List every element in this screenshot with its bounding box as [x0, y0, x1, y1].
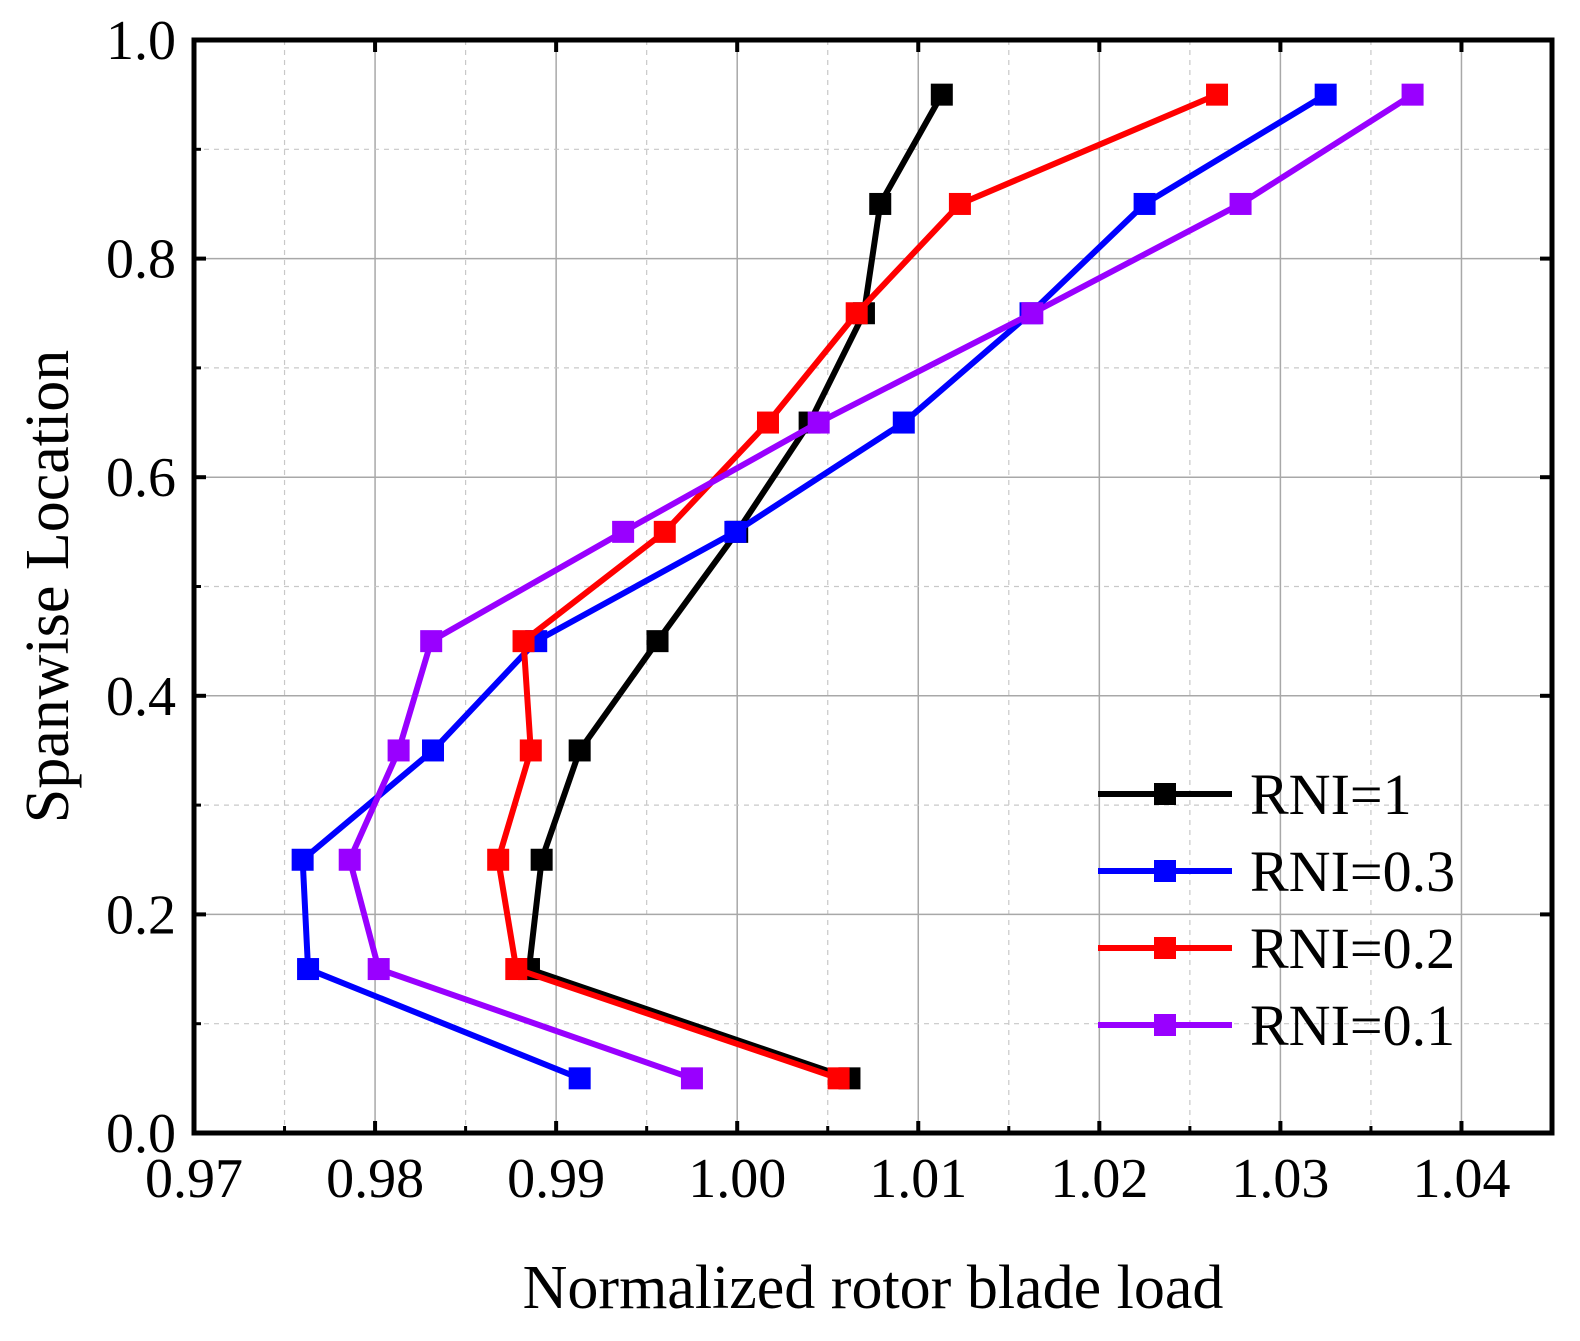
data-point	[892, 411, 915, 434]
data-point	[291, 848, 314, 871]
data-point	[724, 520, 747, 543]
series-RNI=0.1	[338, 83, 1424, 1090]
x-tick-label: 0.99	[507, 1148, 605, 1210]
y-tick-label: 0.6	[106, 447, 176, 509]
data-point	[646, 630, 669, 653]
legend-entry: RNI=1	[1098, 762, 1412, 827]
y-tick-label: 0.4	[106, 666, 176, 728]
data-point	[1314, 83, 1337, 106]
data-point	[612, 520, 635, 543]
data-point	[530, 848, 553, 871]
data-point	[930, 83, 953, 106]
legend-marker	[1154, 937, 1176, 959]
y-tick-label: 0.0	[106, 1103, 176, 1165]
series-line	[525, 93, 945, 1082]
y-tick-labels: 0.0 0.2 0.4 0.6 0.8 1.0	[106, 10, 176, 1165]
series-line	[299, 92, 1328, 1082]
x-tick-label: 1.02	[1050, 1148, 1148, 1210]
data-point	[387, 739, 410, 762]
legend-label: RNI=0.1	[1250, 993, 1455, 1058]
data-point	[487, 848, 510, 871]
data-point	[845, 302, 868, 325]
legend-marker	[1154, 783, 1176, 805]
data-point	[807, 411, 830, 434]
x-tick-label: 1.04	[1412, 1148, 1510, 1210]
x-tick-label: 0.97	[145, 1148, 243, 1210]
data-point	[338, 848, 361, 871]
data-point	[505, 958, 528, 981]
series-line	[495, 91, 1219, 1082]
data-point	[1021, 302, 1044, 325]
data-point	[653, 520, 676, 543]
data-point	[1206, 83, 1229, 106]
y-tick-label: 0.8	[106, 229, 176, 291]
data-point	[948, 192, 971, 215]
data-point	[568, 1067, 591, 1090]
y-axis-title: Spanwise Location	[14, 350, 82, 824]
plot-frame	[191, 37, 1555, 1136]
data-point	[827, 1067, 850, 1090]
series-RNI=0.2	[487, 83, 1229, 1090]
data-point	[297, 958, 320, 981]
legend-label: RNI=0.2	[1250, 916, 1455, 981]
legend-label: RNI=1	[1250, 762, 1412, 827]
data-point	[519, 739, 542, 762]
data-point	[420, 630, 443, 653]
data-series	[291, 83, 1424, 1090]
legend-marker	[1154, 1014, 1176, 1036]
y-tick-label: 1.0	[106, 10, 176, 72]
data-point	[869, 192, 892, 215]
data-point	[756, 411, 779, 434]
y-tick-label: 0.2	[106, 884, 176, 946]
legend-label: RNI=0.3	[1250, 839, 1455, 904]
legend-entry: RNI=0.3	[1098, 839, 1455, 904]
legend-marker	[1154, 860, 1176, 882]
legend: RNI=1 RNI=0.3 RNI=0.2 RNI=0.1	[1098, 762, 1455, 1058]
data-point	[367, 958, 390, 981]
legend-entry: RNI=0.2	[1098, 916, 1455, 981]
data-point	[512, 630, 535, 653]
data-point	[422, 739, 445, 762]
data-point	[1401, 83, 1424, 106]
data-point	[1133, 192, 1156, 215]
data-point	[680, 1067, 703, 1090]
x-tick-label: 0.98	[326, 1148, 424, 1210]
x-tick-label: 1.01	[869, 1148, 967, 1210]
data-point	[1229, 192, 1252, 215]
series-line	[346, 92, 1415, 1082]
x-tick-label: 1.00	[688, 1148, 786, 1210]
grid	[194, 40, 1552, 1133]
x-tick-labels: 0.97 0.98 0.99 1.00 1.01 1.02 1.03 1.04	[145, 1148, 1510, 1210]
x-tick-label: 1.03	[1231, 1148, 1329, 1210]
x-axis-title: Normalized rotor blade load	[523, 1254, 1224, 1322]
legend-entry: RNI=0.1	[1098, 993, 1455, 1058]
data-point	[568, 739, 591, 762]
